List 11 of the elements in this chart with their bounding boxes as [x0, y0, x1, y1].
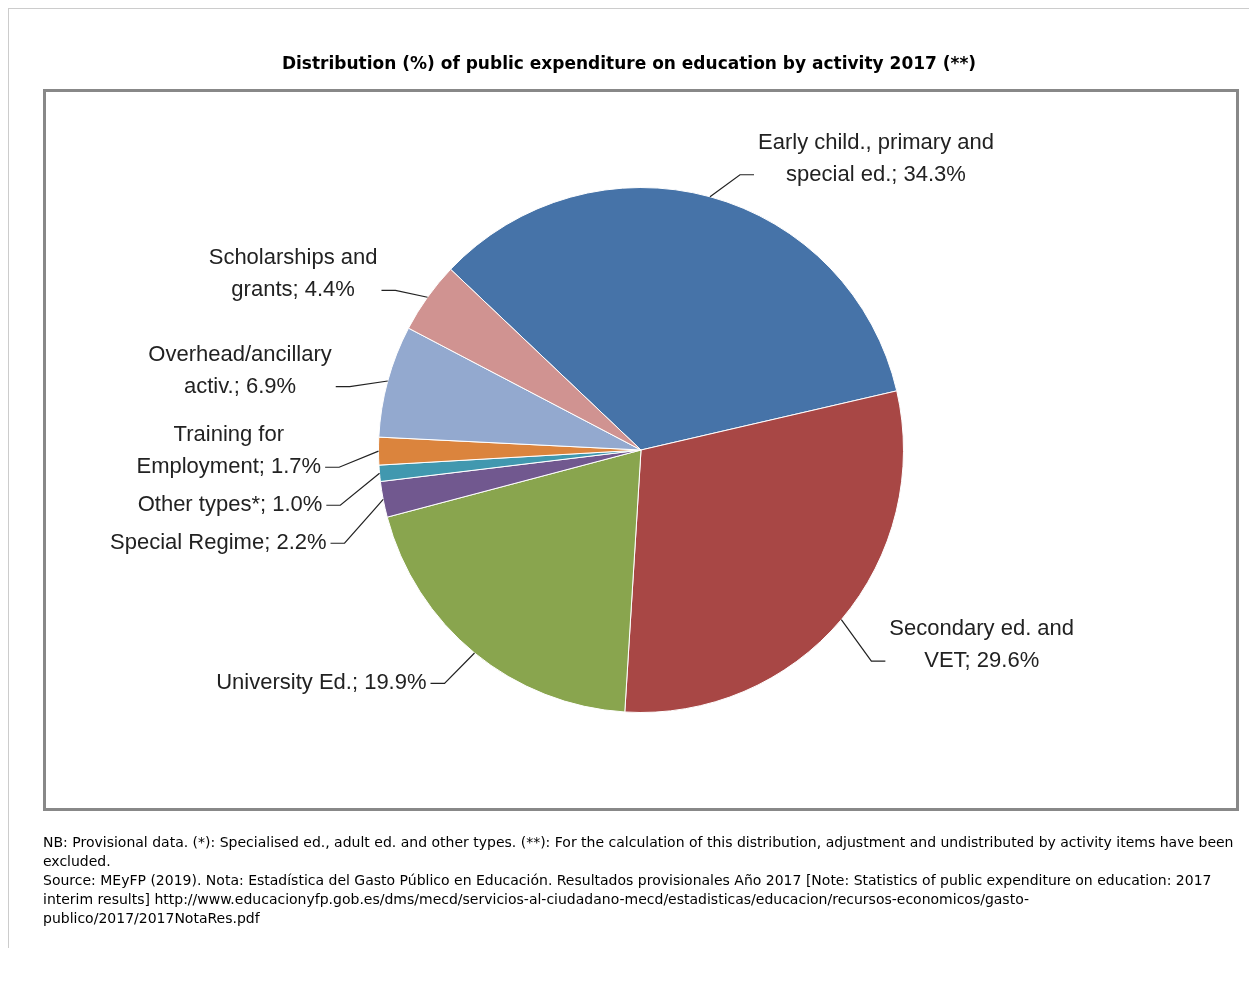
slice-label: Early child., primary and special ed.; 34.3% [758, 128, 994, 186]
slice-label: Other types*; 1.0% [137, 491, 323, 517]
slice-label: Training for Employment; 1.7% [136, 421, 322, 479]
slice-label: Scholarships and grants; 4.4% [208, 244, 378, 302]
slice-label: Special Regime; 2.2% [110, 529, 327, 555]
slice-label: Overhead/ancillary activ.; 6.9% [148, 340, 332, 398]
chart-title: Distribution (%) of public expenditure on education by activity 2017 (**) [280, 53, 978, 73]
text: NB: Provisional data. (*): Specialised ed., adult ed. and other types. (**): For the calculation of this distribution, adjustment and undistributed by activity items have been excluded. [43, 833, 1235, 871]
source-note: Source: MEyFP (2019). Nota: Estadística del Gasto Público en Educación. Resultados provisionales Año 2017 [Note: Statistics of public expenditure on education: 2017 interim results] http://www.educacionyfp.gob.es/dms/mecd/servicios-al-ciudadano-mecd/estadisticas/educacion/recursos-economicos/gasto-publico/2017/2017NotaRes.pdf [43, 871, 1213, 928]
slice-label: Secondary ed. and VET; 29.6% [889, 615, 1075, 673]
slice-label: University Ed.; 19.9% [216, 669, 427, 695]
